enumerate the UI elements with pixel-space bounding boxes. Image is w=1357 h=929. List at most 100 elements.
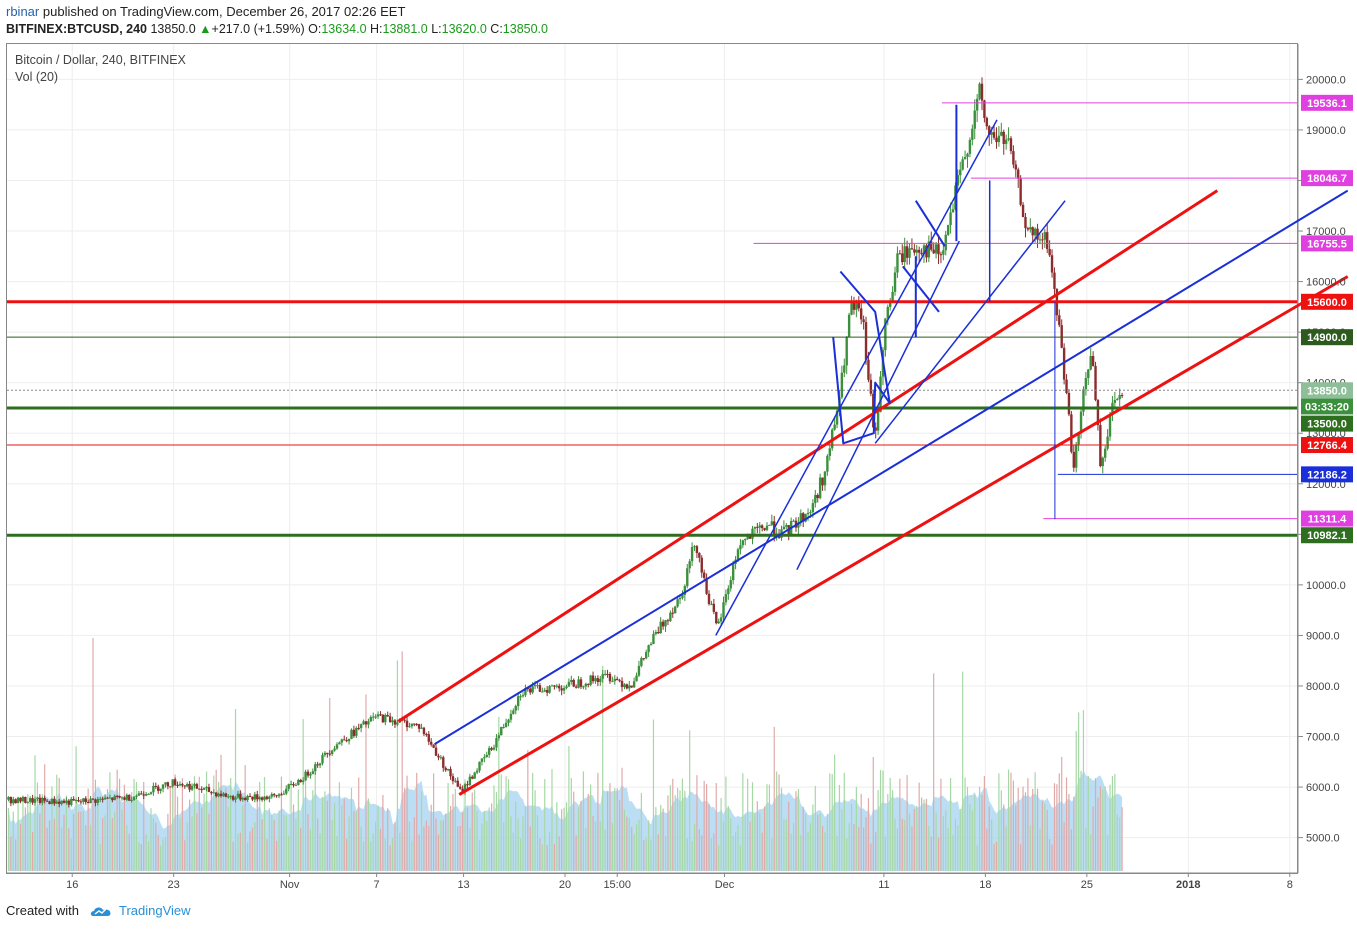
candle-body [686, 568, 689, 587]
candle-body [715, 611, 718, 624]
candle-body [823, 471, 827, 486]
candle-body [695, 546, 699, 553]
ohlc-bar: BITFINEX:BTCUSD, 240 13850.0 ▲+217.0 (+1… [6, 22, 548, 36]
candle-body [425, 734, 428, 736]
candle-body [106, 797, 109, 799]
candle-body [1038, 239, 1042, 241]
candle-body [1053, 272, 1056, 289]
price-chart[interactable]: 5000.0 6000.0 7000.0 8000.0 9000.0 10000.0 11 0… [0, 0, 1357, 900]
candle-body [280, 794, 283, 796]
candle-body [487, 748, 491, 755]
candle-body [983, 100, 986, 118]
candle-body [959, 169, 962, 176]
candle-body [690, 547, 694, 562]
candle-body [147, 793, 150, 795]
candle-body [678, 597, 682, 600]
candle-body [432, 744, 435, 748]
candle-body [925, 245, 928, 258]
candle-body [942, 250, 945, 255]
candle-body [608, 674, 612, 682]
candle-body [988, 126, 991, 135]
candle-body [719, 617, 723, 622]
candle-body [727, 588, 730, 595]
candle-body [985, 117, 989, 127]
candle-body [1043, 232, 1046, 240]
candle-body [115, 795, 119, 797]
y-tick-label: 6000.0 [1306, 782, 1340, 794]
candle-body [688, 561, 691, 569]
candle-body [864, 322, 868, 360]
candle-body [1019, 178, 1022, 205]
candle-body [905, 246, 909, 258]
candle-body [86, 802, 90, 804]
price-tag [1301, 527, 1353, 544]
candle-body [932, 249, 935, 254]
candle-body [707, 593, 711, 604]
price-tag [1301, 437, 1353, 454]
candle-body [1024, 217, 1027, 229]
author-link[interactable]: rbinar [6, 4, 40, 19]
candle-body [968, 139, 972, 154]
price-tag [1301, 94, 1353, 111]
candle-body [804, 514, 807, 522]
candle-body [70, 798, 73, 805]
price-tag [1301, 510, 1353, 527]
candle-body [45, 800, 49, 802]
candle-body [828, 448, 831, 456]
candle-body [922, 245, 926, 255]
candle-body [480, 758, 484, 762]
candle-body [137, 793, 141, 796]
candle-body [676, 599, 679, 607]
candle-body [536, 685, 539, 687]
candle-body [872, 393, 875, 428]
candle-body [217, 793, 220, 797]
candle-body [833, 424, 836, 430]
trend-line [715, 119, 998, 636]
candle-body [1029, 227, 1032, 230]
x-tick-label: 13 [457, 879, 469, 891]
candle-body [657, 632, 660, 634]
candle-body [577, 679, 580, 688]
candle-body [338, 742, 341, 745]
price-tag-label: 16755.5 [1307, 238, 1347, 250]
candle-body [202, 787, 206, 790]
candle-body [9, 797, 13, 804]
y-tick-label: 9000.0 [1306, 630, 1340, 642]
candle-body [268, 796, 271, 799]
candle-body [188, 783, 191, 790]
candle-body [239, 793, 242, 800]
candle-body [430, 741, 433, 745]
candle-body [123, 797, 126, 800]
candle-body [521, 695, 525, 697]
close-value: 13850.0 [502, 22, 548, 36]
candle-body [995, 137, 998, 143]
candle-body [843, 365, 846, 373]
last-price: 13850.0 [150, 22, 196, 36]
candle-body [729, 580, 732, 589]
candle-body [548, 686, 551, 693]
candle-body [157, 786, 160, 791]
tradingview-link[interactable]: TradingView [118, 903, 191, 918]
candle-body [659, 621, 662, 634]
candle-body [509, 713, 513, 720]
trend-line [902, 265, 940, 313]
candle-body [84, 798, 87, 803]
candle-body [642, 658, 645, 660]
candle-body [475, 770, 479, 773]
candle-body [857, 302, 860, 309]
candle-body [661, 621, 665, 627]
price-tag-label: 14900.0 [1307, 332, 1347, 344]
candle-body [359, 724, 363, 729]
candle-body [178, 784, 182, 786]
candle-body [130, 799, 133, 801]
candle-body [700, 557, 703, 573]
candle-body [478, 761, 481, 771]
x-tick-label: 25 [1081, 879, 1093, 891]
candle-body [16, 797, 20, 804]
candle-body [364, 721, 368, 725]
candle-body [285, 788, 288, 794]
candle-body [901, 253, 904, 263]
candle-body [809, 512, 812, 514]
tradingview-cloud-icon[interactable] [89, 904, 113, 918]
candle-body [393, 720, 397, 725]
